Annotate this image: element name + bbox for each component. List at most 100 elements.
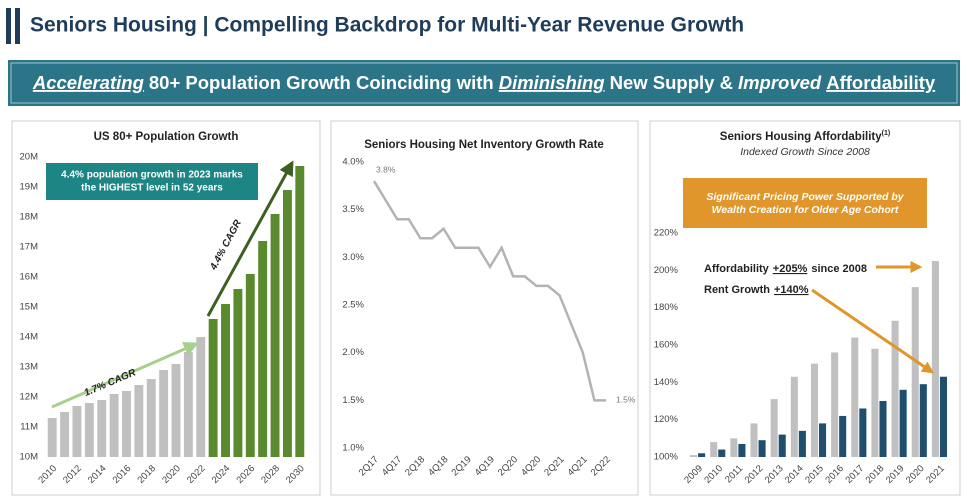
chart-title-note: (1)	[882, 130, 891, 137]
x-tick-label: 2018	[864, 463, 887, 486]
y-tick-label: 220%	[654, 228, 679, 239]
callout-text: Significant Pricing Power Supported by	[706, 191, 904, 203]
bar	[258, 241, 268, 457]
x-tick-label: 2Q21	[542, 454, 566, 478]
y-tick-label: 12M	[20, 392, 39, 403]
bar	[859, 408, 867, 457]
bar	[750, 423, 758, 457]
bar	[221, 304, 230, 457]
chart-title: Seniors Housing Net Inventory Growth Rat…	[364, 139, 604, 151]
y-tick-label: 19M	[20, 182, 39, 193]
chart-title: US 80+ Population Growth	[94, 131, 239, 143]
x-tick-label: 2022	[185, 463, 208, 486]
cagr-label: 4.4% CAGR	[208, 218, 244, 273]
bar	[183, 352, 193, 457]
bar	[97, 400, 107, 457]
bar	[839, 415, 847, 457]
x-tick-label: 2014	[783, 463, 806, 486]
x-tick-label: 2012	[61, 463, 84, 486]
bar	[159, 370, 169, 457]
bar	[196, 337, 206, 457]
bar	[919, 384, 927, 457]
chart-title-text: Seniors Housing Net Inventory Growth Rat…	[364, 139, 604, 151]
x-tick-label: 2026	[234, 463, 257, 486]
banner-segment: 80+ Population Growth Coinciding with	[149, 72, 494, 93]
bar	[270, 214, 280, 457]
bar	[47, 418, 57, 457]
arrow	[206, 160, 294, 317]
legend-name: Rent Growth	[704, 284, 770, 296]
y-tick-label: 3.0%	[342, 252, 364, 263]
x-tick-label: 2Q17	[357, 454, 381, 478]
x-tick-label: 2010	[702, 463, 725, 486]
panel	[649, 120, 961, 496]
bar	[730, 438, 738, 457]
bar	[295, 166, 305, 457]
arrow	[811, 288, 934, 374]
panel	[11, 120, 321, 496]
bar	[109, 394, 119, 457]
value-label: 1.5%	[616, 395, 636, 405]
bar	[146, 379, 156, 457]
bar	[134, 385, 144, 457]
bar	[879, 401, 887, 457]
y-tick-label: 16M	[20, 272, 39, 283]
x-tick-label: 2020	[160, 463, 183, 486]
x-tick-label: 4Q20	[519, 454, 543, 478]
x-tick-label: 2014	[86, 463, 109, 486]
y-tick-label: 2.5%	[342, 300, 364, 311]
bar	[758, 440, 766, 457]
bar	[738, 443, 746, 457]
y-tick-label: 14M	[20, 332, 39, 343]
bar	[72, 406, 82, 457]
callout-box	[46, 163, 258, 200]
bar	[831, 352, 839, 457]
bar	[770, 399, 778, 457]
x-tick-label: 2013	[763, 463, 786, 486]
chart-subtitle: Indexed Growth Since 2008	[740, 146, 870, 158]
y-tick-label: 120%	[654, 414, 679, 425]
banner-segment: Improved	[738, 72, 822, 93]
chart-title: Seniors Housing Affordability(1)	[720, 130, 890, 143]
y-tick-label: 200%	[654, 265, 679, 276]
y-tick-label: 13M	[20, 362, 39, 373]
legend-suffix: since 2008	[811, 263, 867, 275]
y-tick-label: 180%	[654, 302, 679, 313]
bar	[171, 364, 181, 457]
bar	[208, 319, 218, 457]
bar	[939, 376, 947, 457]
arrow	[51, 341, 199, 409]
y-tick-label: 2.0%	[342, 347, 364, 358]
x-tick-label: 2012	[743, 463, 766, 486]
x-tick-label: 4Q18	[426, 454, 450, 478]
x-tick-label: 4Q21	[565, 454, 589, 478]
bar	[931, 261, 939, 457]
y-tick-label: 3.5%	[342, 204, 364, 215]
x-tick-label: 2015	[803, 463, 826, 486]
bar	[899, 389, 907, 457]
y-tick-label: 140%	[654, 377, 679, 388]
x-tick-label: 2Q19	[449, 454, 473, 478]
header-bar	[6, 8, 11, 44]
x-tick-label: 2017	[843, 463, 866, 486]
banner-segment: Diminishing	[499, 72, 605, 93]
y-tick-label: 11M	[20, 422, 38, 433]
x-tick-label: 2028	[259, 463, 282, 486]
bar	[871, 348, 879, 457]
x-tick-label: 2018	[135, 463, 158, 486]
bar	[778, 434, 786, 457]
panel	[330, 120, 639, 496]
y-tick-label: 1.5%	[342, 395, 364, 406]
callout-box	[683, 178, 927, 228]
banner-segment: Affordability	[826, 72, 936, 93]
legend-name: Affordability	[704, 263, 770, 275]
x-tick-label: 2Q18	[403, 454, 427, 478]
x-tick-label: 2011	[723, 463, 745, 485]
callout-text: 4.4% population growth in 2023 marks	[61, 170, 243, 181]
bar	[710, 442, 718, 457]
banner-segment: New Supply &	[610, 72, 733, 93]
x-tick-label: 2024	[210, 463, 233, 486]
chart-title-text: US 80+ Population Growth	[94, 131, 239, 143]
slide-title: Seniors Housing | Compelling Backdrop fo…	[30, 14, 744, 37]
